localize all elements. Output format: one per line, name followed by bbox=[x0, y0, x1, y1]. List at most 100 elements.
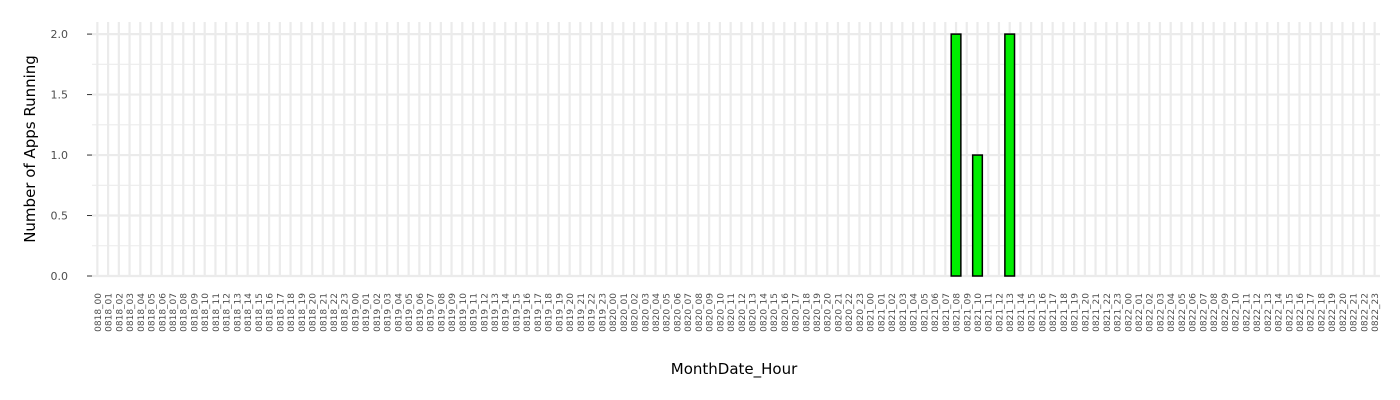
y-tick-label: 2.0 bbox=[51, 28, 69, 41]
x-tick-label: 0820_03 bbox=[641, 293, 651, 332]
x-tick-label: 0822_14 bbox=[1275, 293, 1285, 332]
x-tick-label: 0818_02 bbox=[115, 293, 125, 332]
y-tick-label: 1.0 bbox=[51, 149, 69, 162]
x-tick-label: 0820_04 bbox=[652, 293, 662, 332]
x-tick-label: 0821_08 bbox=[953, 293, 963, 332]
x-tick-label: 0819_08 bbox=[437, 293, 447, 332]
x-tick-label: 0821_01 bbox=[877, 293, 887, 332]
x-tick-label: 0820_21 bbox=[834, 293, 844, 332]
x-tick-label: 0820_23 bbox=[856, 293, 866, 332]
x-tick-label: 0822_22 bbox=[1360, 293, 1370, 332]
x-tick-label: 0820_10 bbox=[716, 293, 726, 332]
bar bbox=[950, 33, 962, 277]
x-tick-label: 0818_15 bbox=[255, 293, 265, 332]
x-tick-label: 0820_06 bbox=[673, 293, 683, 332]
x-tick-label: 0818_20 bbox=[309, 293, 319, 332]
grid-lines bbox=[92, 22, 1380, 278]
x-tick-label: 0820_09 bbox=[706, 293, 716, 332]
bar bbox=[971, 154, 984, 277]
x-tick-label: 0821_16 bbox=[1038, 293, 1048, 332]
x-tick-label: 0818_19 bbox=[298, 293, 308, 332]
x-tick-label: 0818_12 bbox=[223, 293, 233, 332]
x-tick-label: 0819_03 bbox=[384, 293, 394, 332]
x-tick-label: 0820_08 bbox=[695, 293, 705, 332]
x-tick-label: 0820_00 bbox=[609, 293, 619, 332]
y-axis-ticks: 0.0 0.5 1.0 1.5 2.0 bbox=[51, 28, 92, 283]
bar bbox=[1004, 33, 1016, 277]
x-tick-label: 0818_08 bbox=[180, 293, 190, 332]
x-tick-label: 0819_16 bbox=[523, 293, 533, 332]
x-tick-label: 0819_07 bbox=[427, 293, 437, 332]
x-tick-label: 0821_00 bbox=[867, 293, 877, 332]
x-tick-label: 0822_17 bbox=[1307, 293, 1317, 332]
x-tick-label: 0818_21 bbox=[319, 293, 329, 332]
x-tick-label: 0822_21 bbox=[1350, 293, 1360, 332]
x-tick-label: 0819_11 bbox=[470, 293, 480, 332]
x-axis-ticks: 0818_00 0818_01 0818_02 0818_03 0818_04 0818_… bbox=[94, 293, 1381, 332]
x-tick-label: 0818_07 bbox=[169, 293, 179, 332]
x-tick-label: 0821_17 bbox=[1049, 293, 1059, 332]
x-tick-label: 0821_15 bbox=[1028, 293, 1038, 332]
x-tick-label: 0821_10 bbox=[974, 293, 984, 332]
x-tick-label: 0818_14 bbox=[244, 293, 254, 332]
x-tick-label: 0819_06 bbox=[416, 293, 426, 332]
x-tick-label: 0822_10 bbox=[1232, 293, 1242, 332]
x-tick-label: 0820_13 bbox=[749, 293, 759, 332]
x-tick-label: 0822_18 bbox=[1317, 293, 1327, 332]
x-tick-label: 0819_13 bbox=[491, 293, 501, 332]
x-tick-label: 0822_05 bbox=[1178, 293, 1188, 332]
x-tick-label: 0822_02 bbox=[1146, 293, 1156, 332]
panel-background bbox=[92, 22, 1380, 276]
x-tick-label: 0818_04 bbox=[137, 293, 147, 332]
x-tick-label: 0820_01 bbox=[620, 293, 630, 332]
x-tick-label: 0821_18 bbox=[1060, 293, 1070, 332]
x-tick-label: 0822_08 bbox=[1210, 293, 1220, 332]
x-tick-label: 0821_03 bbox=[899, 293, 909, 332]
x-tick-label: 0821_21 bbox=[1092, 293, 1102, 332]
x-tick-label: 0821_09 bbox=[963, 293, 973, 332]
x-tick-label: 0822_13 bbox=[1264, 293, 1274, 332]
x-tick-label: 0821_02 bbox=[888, 293, 898, 332]
x-tick-label: 0818_01 bbox=[105, 293, 115, 332]
x-tick-label: 0819_02 bbox=[373, 293, 383, 332]
x-tick-label: 0820_14 bbox=[759, 293, 769, 332]
x-tick-label: 0818_17 bbox=[276, 293, 286, 332]
x-tick-label: 0821_23 bbox=[1114, 293, 1124, 332]
x-tick-label: 0818_09 bbox=[190, 293, 200, 332]
x-tick-label: 0820_02 bbox=[631, 293, 641, 332]
x-tick-label: 0818_10 bbox=[201, 293, 211, 332]
y-tick-label: 1.5 bbox=[51, 89, 69, 102]
x-tick-label: 0818_13 bbox=[233, 293, 243, 332]
y-axis-title: Number of Apps Running bbox=[21, 55, 39, 243]
x-tick-label: 0819_19 bbox=[555, 293, 565, 332]
x-tick-label: 0820_18 bbox=[802, 293, 812, 332]
x-tick-label: 0821_22 bbox=[1103, 293, 1113, 332]
y-tick-label: 0.5 bbox=[51, 210, 69, 223]
x-tick-label: 0820_07 bbox=[684, 293, 694, 332]
x-tick-label: 0821_12 bbox=[995, 293, 1005, 332]
x-tick-label: 0822_12 bbox=[1253, 293, 1263, 332]
x-tick-label: 0819_04 bbox=[394, 293, 404, 332]
x-tick-label: 0818_16 bbox=[266, 293, 276, 332]
x-tick-label: 0819_22 bbox=[588, 293, 598, 332]
x-tick-label: 0819_18 bbox=[545, 293, 555, 332]
x-tick-label: 0820_16 bbox=[781, 293, 791, 332]
x-tick-label: 0818_23 bbox=[341, 293, 351, 332]
x-tick-label: 0822_01 bbox=[1135, 293, 1145, 332]
x-tick-label: 0822_11 bbox=[1242, 293, 1252, 332]
x-tick-label: 0820_17 bbox=[792, 293, 802, 332]
x-tick-label: 0821_14 bbox=[1017, 293, 1027, 332]
x-tick-label: 0819_01 bbox=[362, 293, 372, 332]
x-tick-label: 0818_03 bbox=[126, 293, 136, 332]
x-tick-label: 0822_19 bbox=[1328, 293, 1338, 332]
x-tick-label: 0819_10 bbox=[459, 293, 469, 332]
x-tick-label: 0821_04 bbox=[910, 293, 920, 332]
x-tick-label: 0819_00 bbox=[351, 293, 361, 332]
x-tick-label: 0821_19 bbox=[1071, 293, 1081, 332]
x-tick-label: 0822_06 bbox=[1189, 293, 1199, 332]
x-tick-label: 0819_20 bbox=[566, 293, 576, 332]
x-tick-label: 0819_14 bbox=[502, 293, 512, 332]
x-tick-label: 0819_23 bbox=[598, 293, 608, 332]
